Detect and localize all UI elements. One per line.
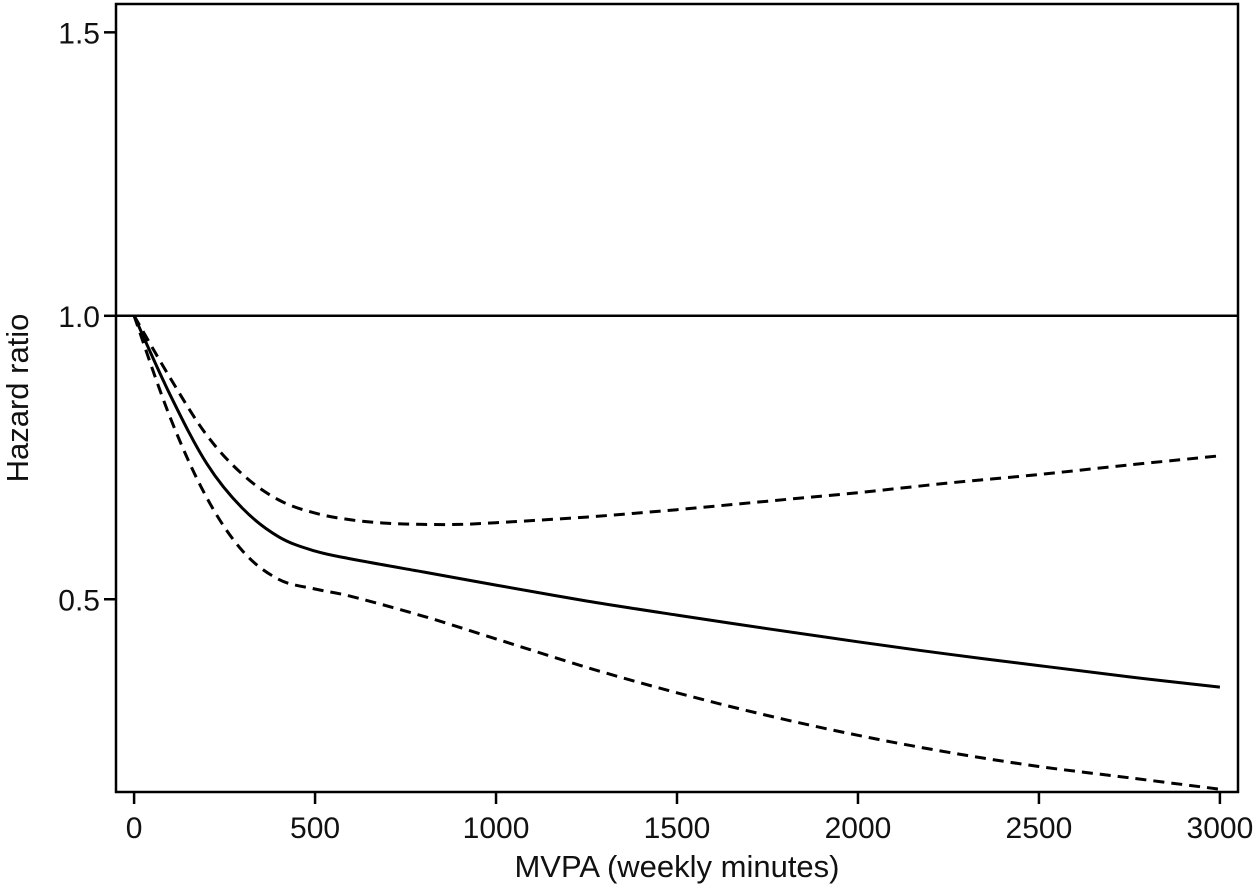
x-tick-label: 2500: [1006, 812, 1073, 845]
y-tick-label: 1.5: [58, 17, 100, 50]
x-axis-ticks: 0 500 1000 1500 2000 2500 3000: [126, 792, 1254, 845]
x-tick-label: 1000: [463, 812, 530, 845]
x-tick-label: 1500: [644, 812, 711, 845]
x-tick-label: 500: [290, 812, 340, 845]
x-tick-label: 0: [126, 812, 143, 845]
plot-content: [116, 314, 1238, 791]
plot-frame: [114, 2, 1240, 794]
y-tick-label: 0.5: [58, 584, 100, 617]
lower-confidence-line: [132, 315, 1221, 791]
x-axis-label: MVPA (weekly minutes): [514, 849, 839, 884]
x-tick-label: 2000: [825, 812, 892, 845]
y-axis-label: Hazard ratio: [0, 314, 35, 483]
upper-confidence-line: [132, 315, 1221, 527]
hazard-ratio-estimate-line: [132, 315, 1221, 689]
y-tick-label: 1.0: [58, 301, 100, 334]
x-tick-label: 3000: [1187, 812, 1254, 845]
y-axis-ticks: 0.5 1.0 1.5: [58, 17, 116, 617]
